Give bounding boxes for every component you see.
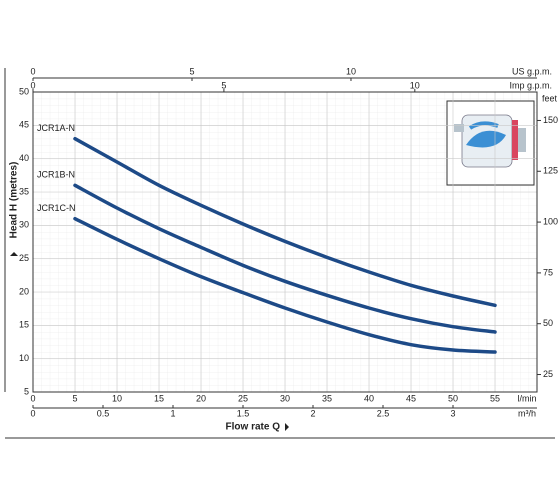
x-tick-label: 5 bbox=[72, 393, 77, 403]
y-tick-label: 30 bbox=[19, 220, 29, 230]
curve bbox=[73, 216, 497, 354]
x-tick-label: 40 bbox=[364, 393, 374, 403]
x2-tick-label: 3 bbox=[450, 408, 455, 418]
y2-tick-label: 25 bbox=[543, 369, 553, 379]
top2-tick-label: 5 bbox=[221, 80, 226, 90]
x2-tick-label: 0.5 bbox=[97, 408, 110, 418]
curve bbox=[73, 183, 497, 334]
x-tick-label: 30 bbox=[280, 393, 290, 403]
x-tick-label: 10 bbox=[112, 393, 122, 403]
top-tick-label: 0 bbox=[30, 66, 35, 76]
y2-tick-label: 125 bbox=[543, 166, 558, 176]
top-unit: US g.p.m. bbox=[512, 66, 552, 76]
y-axis-label: Head H (metres) bbox=[9, 162, 20, 239]
series-label: JCR1C-N bbox=[37, 203, 76, 213]
y-tick-label: 25 bbox=[19, 253, 29, 263]
x-tick-label: 20 bbox=[196, 393, 206, 403]
y-arrow bbox=[10, 252, 18, 256]
x2-tick-label: 1 bbox=[170, 408, 175, 418]
pump-illustration bbox=[446, 100, 535, 186]
y-tick-label: 5 bbox=[24, 386, 29, 396]
x-tick-label: 55 bbox=[490, 393, 500, 403]
y-tick-label: 40 bbox=[19, 153, 29, 163]
y2-tick-label: 50 bbox=[543, 318, 553, 328]
x-tick-label: 15 bbox=[154, 393, 164, 403]
x-tick-label: 50 bbox=[448, 393, 458, 403]
y-tick-label: 45 bbox=[19, 120, 29, 130]
x-unit: l/min bbox=[517, 393, 536, 403]
x2-tick-label: 1.5 bbox=[237, 408, 250, 418]
top-tick-label: 5 bbox=[189, 66, 194, 76]
plot-frame bbox=[32, 91, 538, 393]
x-tick-label: 45 bbox=[406, 393, 416, 403]
x2-unit: m³/h bbox=[518, 408, 536, 418]
y2-tick-label: 100 bbox=[543, 216, 558, 226]
x-tick-label: 0 bbox=[30, 393, 35, 403]
y-tick-label: 50 bbox=[19, 86, 29, 96]
series-label: JCR1A-N bbox=[37, 123, 75, 133]
y2-tick-label: 75 bbox=[543, 267, 553, 277]
y2-tick-label: 150 bbox=[543, 115, 558, 125]
top2-unit: Imp g.p.m. bbox=[509, 80, 552, 90]
x2-tick-label: 2 bbox=[310, 408, 315, 418]
x-tick-label: 35 bbox=[322, 393, 332, 403]
curve bbox=[73, 136, 497, 308]
x2-tick-label: 0 bbox=[30, 408, 35, 418]
y-tick-label: 20 bbox=[19, 286, 29, 296]
x-arrow bbox=[285, 423, 289, 431]
y-tick-label: 10 bbox=[19, 353, 29, 363]
x2-tick-label: 2.5 bbox=[377, 408, 390, 418]
x-axis-label: Flow rate Q bbox=[226, 422, 281, 433]
x-tick-label: 25 bbox=[238, 393, 248, 403]
y-tick-label: 35 bbox=[19, 186, 29, 196]
top2-tick-label: 10 bbox=[410, 80, 420, 90]
top2-tick-label: 0 bbox=[30, 80, 35, 90]
y-tick-label: 15 bbox=[19, 320, 29, 330]
y2-unit: feet bbox=[542, 93, 558, 103]
series-label: JCR1B-N bbox=[37, 170, 75, 180]
top-tick-label: 10 bbox=[346, 66, 356, 76]
